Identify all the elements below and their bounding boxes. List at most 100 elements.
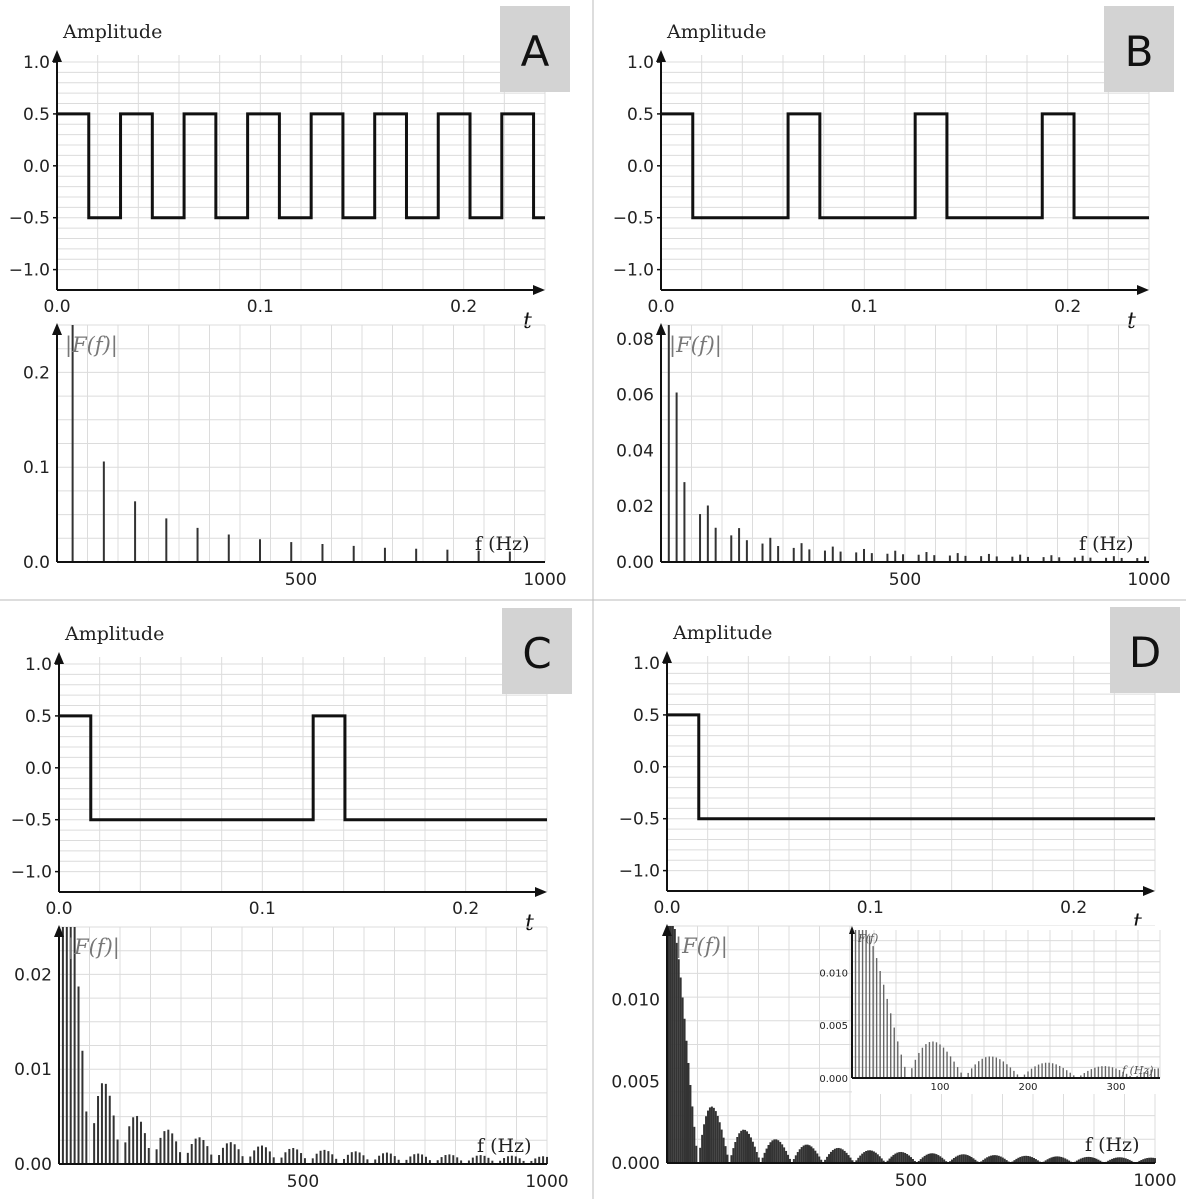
y-tick-label: 0.005 — [611, 1072, 660, 1092]
y-axis-arrow — [662, 651, 672, 663]
y-axis-arrow — [662, 924, 672, 936]
y-tick-label: 0.0 — [627, 157, 654, 177]
spectrum-bars — [61, 927, 548, 1164]
x-tick-label: 500 — [889, 570, 921, 590]
panel-label: B — [1125, 27, 1154, 76]
panel-label-box — [502, 608, 572, 694]
y-tick-label: 0.5 — [25, 707, 52, 727]
spectrum-axis-label: |F(f)| — [65, 333, 118, 358]
inset-arrow — [849, 926, 855, 934]
x-tick-label: 0.2 — [1054, 297, 1081, 317]
y-tick-label: 0.0 — [633, 758, 660, 778]
frequency-axis-label: f (Hz) — [477, 1135, 531, 1157]
signal-waveform — [57, 112, 545, 220]
y-tick-label: 0.5 — [633, 706, 660, 726]
frequency-axis-label: f (Hz) — [1079, 533, 1133, 555]
spectrum-grid — [58, 926, 548, 1165]
amplitude-title: Amplitude — [666, 21, 766, 43]
inset-y-label: F(f) — [857, 932, 878, 945]
y-tick-label: −1.0 — [9, 261, 50, 281]
panel-label-box — [1104, 6, 1174, 92]
panel-label: D — [1129, 628, 1161, 677]
inset-x-tick: 100 — [930, 1082, 949, 1093]
y-tick-label: −0.5 — [619, 810, 660, 830]
signal-waveform — [661, 112, 1149, 220]
y-axis-arrow — [52, 323, 62, 335]
y-tick-label: 0.01 — [14, 1060, 52, 1080]
x-tick-label: 500 — [285, 570, 317, 590]
x-tick-label: 0.2 — [452, 899, 479, 919]
x-tick-label: 500 — [895, 1171, 927, 1191]
amplitude-title: Amplitude — [62, 21, 162, 43]
x-axis-arrow — [1143, 886, 1155, 896]
time-grid — [660, 55, 1150, 290]
spectrum-axis-label: |F(f)| — [669, 333, 722, 358]
y-tick-label: 0.010 — [611, 991, 660, 1011]
x-axis-arrow — [535, 887, 547, 897]
x-tick-label: 0.1 — [247, 297, 274, 317]
panel-d: 1.00.50.0−0.5−1.00.0 0.1 0.2Amplitudet0.01… — [611, 607, 1180, 1191]
spectrum-inset: 0.010 0.005 0.000 100 200 300 F(f) f (Hz) — [819, 926, 1161, 1094]
inset-y-tick: 0.010 — [819, 968, 848, 979]
y-tick-label: 0.04 — [616, 441, 654, 461]
y-tick-label: −1.0 — [11, 863, 52, 883]
y-tick-label: 1.0 — [25, 655, 52, 675]
inset-y-tick: 0.000 — [819, 1074, 848, 1085]
amplitude-title: Amplitude — [64, 623, 164, 645]
y-axis-arrow — [54, 925, 64, 937]
y-tick-label: 0.06 — [616, 386, 654, 406]
y-tick-label: 0.02 — [616, 497, 654, 517]
inset-x-label: f (Hz) — [1121, 1064, 1154, 1077]
y-tick-label: 0.5 — [23, 105, 50, 125]
x-tick-label: 0.0 — [647, 297, 674, 317]
y-tick-label: 0.0 — [23, 553, 50, 573]
y-axis-arrow — [656, 50, 666, 62]
x-axis-arrow — [533, 285, 545, 295]
x-tick-label: 1000 — [523, 570, 566, 590]
spectrum-bars — [667, 926, 1156, 1163]
x-tick-label: 0.2 — [450, 297, 477, 317]
time-axis-label: t — [1127, 309, 1136, 334]
x-tick-label: 0.0 — [653, 898, 680, 918]
panel-label: C — [522, 629, 551, 678]
y-tick-label: 0.000 — [611, 1154, 660, 1174]
panel-label-box — [500, 6, 570, 92]
x-tick-label: 1000 — [1127, 570, 1170, 590]
time-axis-label: t — [525, 911, 534, 936]
time-grid — [56, 55, 546, 290]
x-tick-label: 0.2 — [1060, 898, 1087, 918]
time-grid — [666, 656, 1156, 891]
y-tick-label: 0.00 — [14, 1155, 52, 1175]
panel-label: A — [521, 27, 550, 76]
y-tick-label: 1.0 — [633, 654, 660, 674]
spectrum-axis-label: |F(f)| — [67, 935, 120, 960]
y-tick-label: −0.5 — [9, 209, 50, 229]
y-tick-label: 0.0 — [25, 759, 52, 779]
panel-label-box — [1110, 607, 1180, 693]
spectrum-bars — [71, 325, 511, 562]
panel-c: 1.0 0.5 0.0 −0.5 −1.0 0.0 0.1 0.2 Amplitude t 0.02… — [11, 608, 572, 1192]
panels-layer: 1.0 0.5 0.0 −0.5 −1.0 0.0 0.1 0.2 Amplitude t 0.2 0… — [9, 6, 1180, 1192]
y-tick-label: −1.0 — [619, 862, 660, 882]
signal-waveform — [667, 713, 1155, 821]
spectrum-axis-label: |F(f)| — [675, 934, 728, 959]
y-axis-arrow — [54, 652, 64, 664]
x-tick-label: 0.0 — [43, 297, 70, 317]
y-tick-label: 0.08 — [616, 330, 654, 350]
inset-x-tick: 300 — [1106, 1082, 1125, 1093]
inset-y-tick: 0.005 — [819, 1021, 848, 1032]
y-tick-label: 1.0 — [627, 53, 654, 73]
y-tick-label: 0.0 — [23, 157, 50, 177]
amplitude-title: Amplitude — [672, 622, 772, 644]
inset-x-tick: 200 — [1018, 1082, 1037, 1093]
x-axis-arrow — [1137, 285, 1149, 295]
signal-waveform — [59, 714, 547, 822]
y-tick-label: 0.5 — [627, 105, 654, 125]
frequency-axis-label: f (Hz) — [1085, 1134, 1139, 1156]
y-tick-label: 0.2 — [23, 363, 50, 383]
y-tick-label: 0.00 — [616, 553, 654, 573]
y-tick-label: −0.5 — [11, 811, 52, 831]
x-tick-label: 0.1 — [249, 899, 276, 919]
y-tick-label: 1.0 — [23, 53, 50, 73]
